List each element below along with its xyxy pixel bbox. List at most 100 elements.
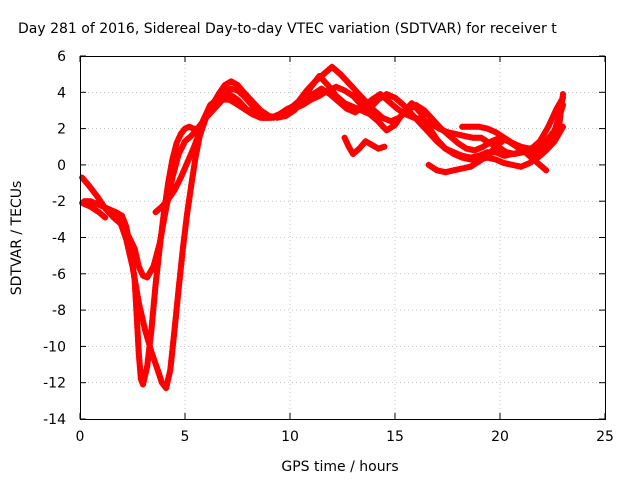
data-point-marker [142,372,149,379]
data-point-marker [381,143,388,150]
data-point-marker [179,171,186,178]
y-ticks: -14 -12 -10 -8 -6 -4 -2 0 2 4 6 [43,49,605,428]
data-point-marker [386,92,393,99]
data-point-marker [364,109,370,116]
data-point-marker [192,140,199,147]
data-point-marker [164,379,171,386]
data-point-marker [350,103,356,110]
data-point-marker [543,141,550,148]
data-point-marker [145,338,152,344]
x-tick-label: 25 [596,429,614,445]
data-point-marker [163,382,170,389]
data-point-marker [124,242,131,249]
data-point-marker [171,148,178,155]
data-point-marker [491,137,498,144]
series-6 [425,136,550,176]
data-point-marker [136,302,143,309]
data-point-marker [141,324,148,330]
y-tick-label: -8 [52,303,66,319]
data-point-marker [515,142,522,149]
data-point-marker [137,308,144,315]
data-point-marker [389,93,396,100]
data-point-marker [474,146,481,153]
data-point-marker [187,151,194,158]
data-point-marker [172,142,179,149]
data-point-marker [176,134,183,141]
data-point-marker [140,318,146,324]
data-point-marker [146,340,152,347]
data-point-marker [365,140,372,147]
data-point-marker [147,346,154,353]
series-line [79,83,566,281]
data-point-marker [139,315,146,321]
data-point-marker [450,151,457,157]
data-point-marker [153,364,160,370]
data-point-marker [490,155,496,162]
x-axis-label: GPS time / hours [281,459,398,475]
data-point-marker [344,101,351,108]
data-point-marker [464,155,471,162]
data-point-marker [135,263,142,270]
data-point-marker [142,329,149,336]
series-5 [341,134,388,157]
data-point-marker [361,108,368,115]
data-point-marker [127,254,134,261]
data-point-marker [509,140,516,147]
data-point-marker [494,135,501,142]
data-point-marker [119,224,125,231]
data-point-marker [146,343,153,350]
data-point-marker [142,369,149,376]
y-tick-label: 2 [57,122,66,138]
data-point-marker [231,86,238,93]
data-point-marker [362,138,369,145]
data-point-marker [98,203,105,209]
data-point-marker [157,376,164,383]
data-point-marker [143,366,150,373]
x-ticks: 0 5 10 15 20 25 [76,56,614,445]
y-tick-label: -6 [52,267,66,283]
data-point-marker [453,152,460,159]
data-point-marker [90,199,97,206]
data-point-marker [534,143,541,150]
data-point-marker [231,80,238,87]
data-point-marker [126,251,133,258]
data-point-marker [408,113,415,120]
y-tick-label: -10 [43,339,66,355]
data-point-marker [123,239,130,246]
data-point-marker [137,305,144,312]
series-1 [79,83,566,281]
data-point-marker [512,141,519,148]
data-point-marker [452,131,459,137]
data-point-marker [195,132,202,138]
data-point-marker [498,158,505,165]
data-point-marker [138,311,145,318]
data-point-marker [520,162,527,169]
data-point-marker [151,357,158,364]
data-point-marker [201,117,208,124]
data-point-marker [448,168,454,174]
data-point-marker [116,218,123,225]
data-series [79,63,566,392]
data-point-marker [121,230,128,237]
data-point-marker [487,126,494,133]
data-point-marker [358,107,365,114]
y-tick-label: 6 [57,49,66,65]
series-8 [79,200,109,221]
data-point-marker [533,149,540,156]
data-point-marker [338,86,345,93]
data-point-marker [143,332,150,339]
data-point-marker [128,257,135,264]
data-point-marker [170,151,177,157]
data-point-marker [196,129,203,136]
data-point-marker [199,123,206,130]
data-point-marker [140,321,147,327]
data-point-marker [194,134,201,141]
data-point-marker [169,156,176,163]
data-point-marker [120,227,127,234]
data-point-marker [221,82,228,88]
data-point-marker [191,142,198,149]
data-point-marker [156,373,163,380]
data-point-marker [154,367,161,373]
data-point-marker [166,370,173,376]
